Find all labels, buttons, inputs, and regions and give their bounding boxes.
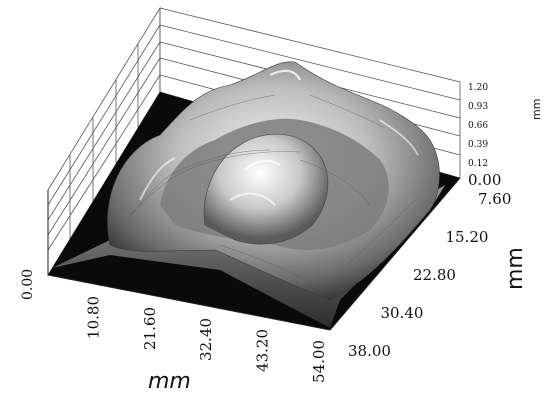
y-tick-label: 15.20: [446, 228, 489, 246]
z-tick-label: 0.93: [468, 102, 488, 112]
z-tick-label: 1.20: [468, 83, 488, 93]
x-axis-ticks: 10.80 21.60 32.40 43.20 54.00: [84, 296, 328, 383]
x-tick-label: 10.80: [84, 296, 102, 339]
z-tick-label: 0.00: [468, 171, 501, 189]
x-tick-label: 21.60: [141, 307, 159, 350]
y-axis-label: mm: [503, 247, 528, 290]
y-axis-ticks: 7.60 15.20 22.80 30.40 38.00: [348, 190, 511, 360]
x-tick-label: 54.00: [310, 340, 328, 383]
z-tick-label: 0.66: [468, 121, 488, 131]
z-axis-ticks: 0.00 0.12 0.39 0.66 0.93 1.20: [468, 83, 501, 189]
z-tick-label: 0.39: [468, 140, 488, 150]
z-axis-label: mm: [530, 99, 543, 120]
y-tick-label: 30.40: [381, 304, 424, 322]
surface-mesh: [52, 61, 445, 328]
y-tick-label: 7.60: [478, 190, 511, 208]
x-tick-label: 43.20: [254, 329, 272, 372]
z-tick-label: 0.12: [468, 159, 488, 169]
axes-frame: [47, 177, 461, 331]
y-tick-label: 22.80: [413, 266, 456, 284]
corner-label: 0.00: [20, 269, 36, 300]
y-tick-label: 38.00: [348, 342, 391, 360]
x-tick-label: 32.40: [197, 318, 215, 361]
x-axis-label: mm: [148, 369, 191, 394]
